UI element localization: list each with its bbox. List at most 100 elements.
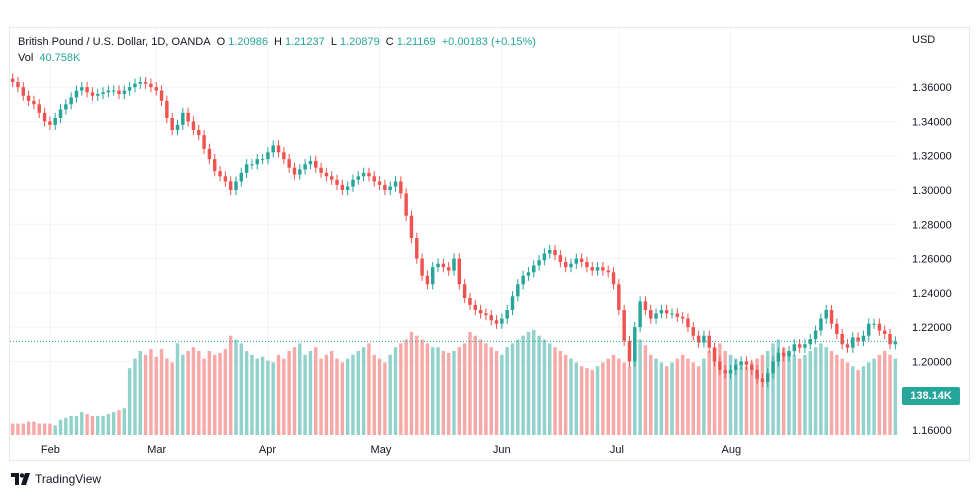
- candle-body: [255, 159, 259, 165]
- volume-bar: [707, 351, 711, 435]
- price-tick-label: 1.30000: [912, 185, 952, 197]
- candle-body: [319, 167, 323, 173]
- volume-bar: [361, 347, 366, 435]
- volume-bar: [569, 358, 573, 435]
- candle-body: [122, 90, 127, 94]
- volume-bar: [547, 343, 552, 435]
- volume-bar: [186, 351, 190, 435]
- candle-body: [324, 172, 329, 177]
- candle-body: [26, 95, 31, 101]
- candle-body: [228, 181, 233, 190]
- symbol-title[interactable]: British Pound / U.S. Dollar, 1D, OANDA: [18, 36, 211, 48]
- candle-body: [351, 179, 355, 187]
- candle-body: [516, 284, 520, 297]
- candle-body: [484, 313, 488, 316]
- volume-bar: [744, 366, 749, 435]
- candle-body: [69, 97, 73, 105]
- footer[interactable]: TradingView: [11, 472, 101, 486]
- volume-bar: [702, 358, 706, 435]
- change-value: +0.00183 (+0.15%): [441, 36, 536, 48]
- volume-bar: [829, 351, 834, 435]
- volume-bar: [452, 351, 456, 435]
- candle-body: [218, 171, 222, 177]
- candle-body: [10, 78, 15, 82]
- candle-body: [739, 361, 743, 365]
- volume-bar: [760, 354, 765, 435]
- candle-body: [611, 272, 616, 285]
- volume-bar: [303, 354, 307, 435]
- volume-bar: [143, 354, 148, 435]
- volume-bar: [617, 358, 621, 435]
- footer-brand: TradingView: [35, 472, 102, 486]
- candle-body: [64, 104, 68, 110]
- volume-bar: [861, 366, 866, 435]
- volume-bar: [500, 354, 504, 435]
- currency-label[interactable]: USD: [912, 34, 936, 46]
- candle-body: [877, 323, 882, 331]
- candle-body: [212, 159, 217, 172]
- candle-body: [622, 310, 626, 341]
- price-tick-label: 1.36000: [912, 82, 952, 94]
- volume-bar: [654, 358, 658, 435]
- volume-bar: [393, 347, 398, 435]
- volume-bar: [489, 347, 493, 435]
- candle-body: [106, 90, 111, 93]
- candle-body: [792, 344, 797, 352]
- volume-bar: [48, 423, 52, 435]
- volume-bar: [276, 354, 281, 435]
- volume-bar: [181, 354, 185, 435]
- volume-bar: [111, 412, 116, 435]
- volume-bar: [26, 421, 31, 435]
- candle-body: [489, 315, 493, 321]
- candle-body: [760, 378, 765, 382]
- volume-bar: [207, 351, 212, 435]
- volume-bar: [324, 354, 329, 435]
- volume-bar: [797, 358, 802, 435]
- volume-bar: [611, 354, 616, 435]
- volume-bar: [53, 425, 57, 435]
- volume-bar: [792, 354, 797, 435]
- price-tick-label: 1.22000: [912, 322, 952, 334]
- candle-body: [585, 262, 589, 268]
- candle-body: [579, 258, 584, 262]
- candle-body: [590, 267, 594, 271]
- volume-bar: [64, 417, 68, 435]
- candle-body: [558, 255, 563, 262]
- volume-bar: [202, 358, 206, 435]
- chart-pane[interactable]: [9, 27, 970, 461]
- low-label: L: [330, 36, 337, 48]
- candle-body: [829, 310, 834, 324]
- candle-body: [574, 258, 579, 264]
- volume-bar: [622, 362, 626, 435]
- candle-body: [617, 284, 621, 310]
- volume-bar: [819, 343, 823, 435]
- volume-bar: [308, 351, 313, 435]
- candle-body: [728, 370, 733, 374]
- candle-body: [32, 100, 36, 105]
- candle-body: [260, 159, 265, 161]
- volume-bar: [521, 335, 525, 435]
- tradingview-logo-icon: [11, 473, 30, 485]
- candle-body: [734, 364, 738, 370]
- candle-body: [133, 83, 137, 88]
- volume-bar: [776, 339, 781, 435]
- candle-body: [494, 320, 499, 324]
- candle-body: [824, 310, 828, 319]
- volume-bar: [537, 335, 541, 435]
- candle-body: [282, 152, 286, 160]
- volume-bar: [803, 354, 807, 435]
- candle-body: [750, 364, 754, 370]
- candle-body: [649, 310, 653, 319]
- volume-label[interactable]: Vol: [18, 52, 34, 64]
- candle-body: [505, 310, 509, 319]
- volume-bar: [314, 347, 318, 435]
- candle-body: [781, 352, 786, 357]
- volume-bar: [399, 343, 403, 435]
- volume-bar: [282, 358, 286, 435]
- candle-body: [803, 344, 807, 348]
- volume-bar: [319, 358, 323, 435]
- candle-body: [882, 330, 887, 334]
- month-tick-label: Feb: [41, 444, 60, 456]
- candle-body: [835, 323, 839, 334]
